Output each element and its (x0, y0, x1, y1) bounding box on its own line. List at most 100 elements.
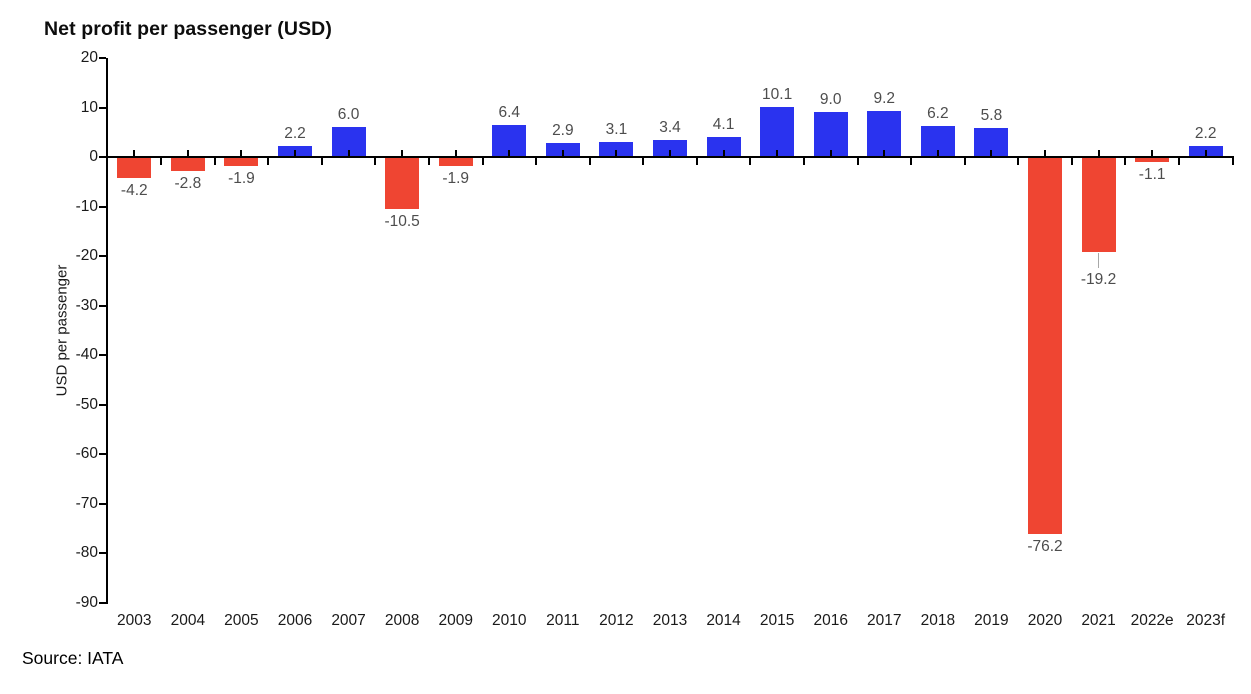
x-tick-label: 2022e (1130, 612, 1174, 629)
x-tick-label: 2018 (920, 612, 956, 629)
x-center-tick-mark (1151, 150, 1154, 157)
y-tick-label: 10 (80, 98, 98, 116)
chart-title: Net profit per passenger (USD) (44, 18, 332, 40)
x-center-tick-mark (722, 150, 725, 157)
bar-value-label: 2.2 (284, 125, 306, 143)
x-center-tick-mark (1204, 150, 1207, 157)
x-center-tick-mark (1097, 150, 1100, 157)
x-tick-label: 2011 (546, 612, 580, 629)
x-tick-mark (1070, 158, 1073, 165)
x-center-tick-mark (454, 150, 457, 157)
y-tick-mark (99, 57, 106, 59)
x-tick-label: 2020 (1027, 612, 1063, 629)
bar (1028, 157, 1062, 535)
y-tick-mark (99, 453, 106, 455)
x-tick-label: 2015 (759, 612, 795, 629)
x-tick-label: 2007 (331, 612, 366, 629)
bar-value-label: 3.1 (605, 120, 628, 138)
x-tick-mark (1017, 158, 1020, 165)
y-axis-line (106, 58, 108, 604)
x-center-tick-mark (776, 150, 779, 157)
bar-value-label: -1.9 (228, 170, 255, 188)
y-tick-label: -30 (75, 296, 98, 314)
x-tick-label: 2023f (1186, 612, 1226, 629)
x-tick-label: 2019 (974, 612, 1009, 629)
y-tick-label: 0 (89, 148, 98, 165)
bar (170, 157, 205, 171)
x-center-tick-mark (829, 150, 832, 157)
bar-value-label: 5.8 (980, 107, 1003, 125)
y-tick-mark (99, 304, 106, 307)
x-center-tick-mark (936, 150, 939, 157)
bar-value-label: -76.2 (1027, 538, 1063, 556)
y-tick-mark (99, 403, 106, 406)
y-tick-label: -50 (75, 395, 98, 413)
x-tick-label: 2005 (224, 612, 259, 629)
x-tick-mark (1177, 158, 1180, 165)
bar-value-label: 6.2 (927, 105, 949, 123)
y-tick-label: -40 (75, 346, 98, 363)
x-tick-mark (374, 158, 377, 165)
x-center-tick-mark (133, 150, 136, 157)
bar-value-label: 9.0 (819, 91, 842, 109)
x-tick-mark (160, 158, 163, 165)
bar-value-label: -10.5 (384, 212, 420, 230)
source-note: Source: IATA (22, 648, 124, 668)
bar (599, 141, 634, 157)
bar (1135, 157, 1170, 163)
bar (545, 142, 580, 157)
x-tick-mark (695, 158, 698, 165)
bar (1081, 157, 1116, 253)
y-tick-label: -10 (75, 197, 98, 215)
x-tick-label: 2013 (652, 612, 688, 629)
bar (224, 157, 259, 167)
bar-value-label: -1.1 (1138, 166, 1166, 184)
bar-value-label: 4.1 (712, 115, 735, 133)
x-center-tick-mark (561, 150, 564, 157)
x-tick-mark (267, 158, 270, 165)
y-tick-mark (99, 106, 106, 109)
y-tick-label: -90 (75, 593, 98, 611)
x-tick-label: 2008 (384, 612, 420, 629)
x-tick-mark (535, 158, 538, 165)
bar-value-label: 6.0 (337, 106, 360, 124)
x-tick-mark (642, 158, 645, 165)
x-tick-mark (481, 158, 484, 165)
bar (867, 111, 902, 157)
x-tick-label: 2021 (1081, 612, 1116, 629)
x-tick-mark (427, 158, 430, 165)
x-tick-label: 2014 (706, 612, 741, 629)
bar-value-label: 10.1 (762, 86, 793, 103)
bar (706, 136, 741, 157)
y-tick-mark (99, 552, 106, 554)
bar (653, 140, 687, 157)
bar-value-label: 2.9 (552, 121, 574, 139)
y-tick-label: 20 (80, 49, 98, 66)
x-center-tick-mark (508, 150, 511, 157)
x-center-tick-mark (186, 150, 189, 157)
x-tick-label: 2004 (170, 612, 206, 629)
bar-value-label: -4.2 (120, 181, 148, 199)
x-tick-label: 2017 (867, 612, 902, 629)
x-tick-mark (588, 158, 591, 165)
bar (760, 107, 795, 157)
x-center-tick-mark (347, 150, 350, 157)
x-tick-mark (910, 158, 913, 165)
y-tick-mark (99, 502, 106, 505)
x-tick-label: 2016 (813, 612, 848, 629)
y-tick-mark (99, 205, 106, 208)
y-tick-label: -70 (75, 494, 98, 512)
y-tick-label: -80 (75, 544, 98, 561)
bar-value-label: 3.4 (659, 119, 681, 137)
label-leader-line (1098, 253, 1100, 269)
bar-value-label: 6.4 (498, 104, 521, 122)
x-tick-mark (1124, 158, 1127, 165)
x-center-tick-mark (401, 150, 404, 157)
x-center-tick-mark (240, 150, 243, 157)
x-center-tick-mark (615, 150, 618, 157)
bar-value-label: 9.2 (873, 90, 896, 108)
y-tick-mark (99, 156, 106, 158)
bar-value-label: -19.2 (1080, 271, 1117, 289)
y-tick-mark (99, 354, 106, 356)
